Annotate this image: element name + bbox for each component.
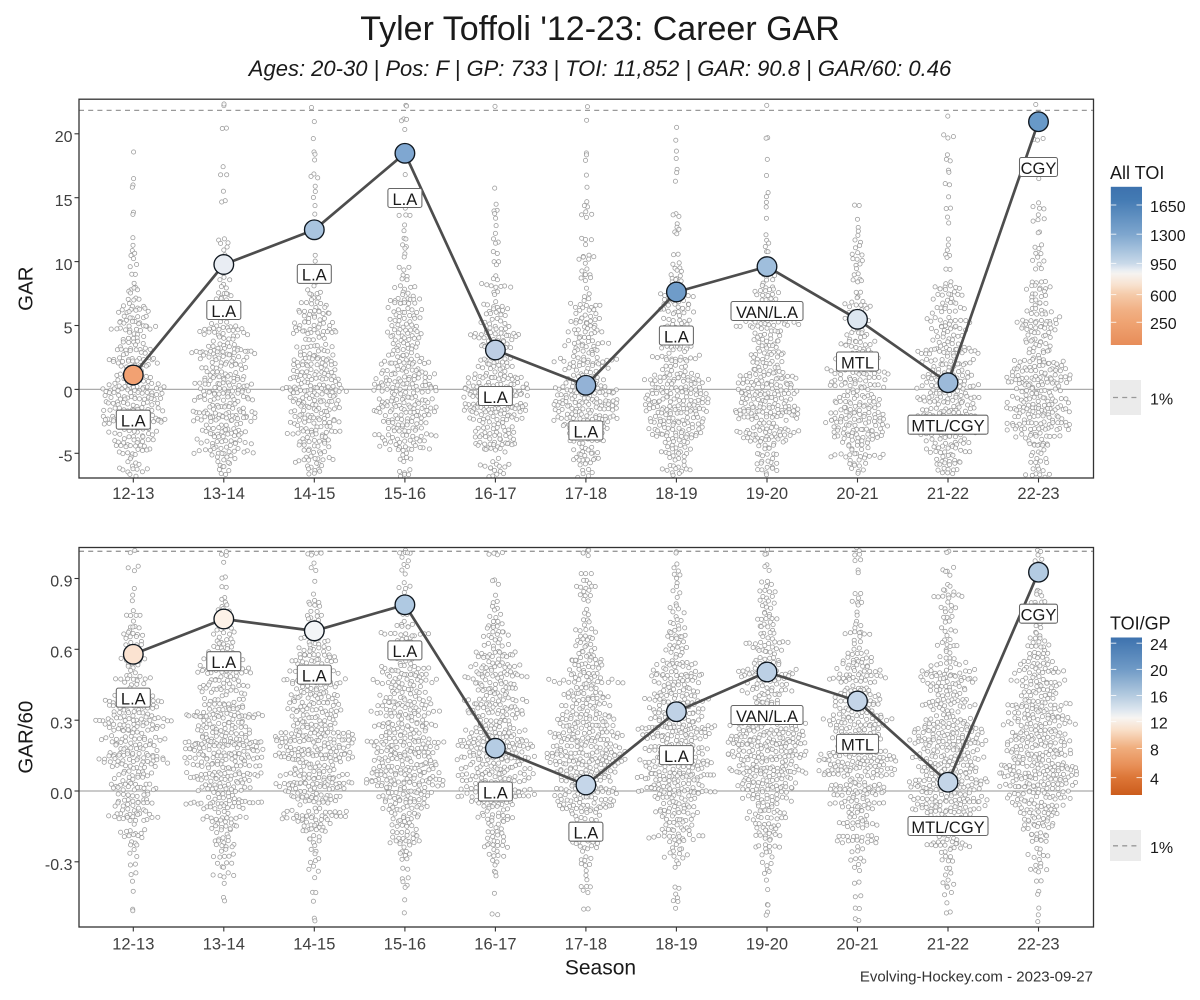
svg-text:Ages: 20-30 | Pos: F | GP: 733: Ages: 20-30 | Pos: F | GP: 733 | TOI: 11… xyxy=(247,56,952,81)
svg-text:L.A: L.A xyxy=(574,423,599,441)
svg-text:MTL: MTL xyxy=(841,354,874,372)
svg-text:L.A: L.A xyxy=(211,303,236,321)
svg-text:L.A: L.A xyxy=(664,328,689,346)
svg-text:L.A: L.A xyxy=(121,412,146,430)
svg-text:L.A: L.A xyxy=(302,267,327,285)
svg-text:L.A: L.A xyxy=(483,389,508,407)
svg-text:MTL/CGY: MTL/CGY xyxy=(911,417,984,435)
svg-text:CGY: CGY xyxy=(1021,160,1057,178)
svg-text:L.A: L.A xyxy=(393,191,418,209)
svg-text:Tyler Toffoli '12-23: Career G: Tyler Toffoli '12-23: Career GAR xyxy=(360,10,840,48)
svg-text:VAN/L.A: VAN/L.A xyxy=(736,304,798,322)
